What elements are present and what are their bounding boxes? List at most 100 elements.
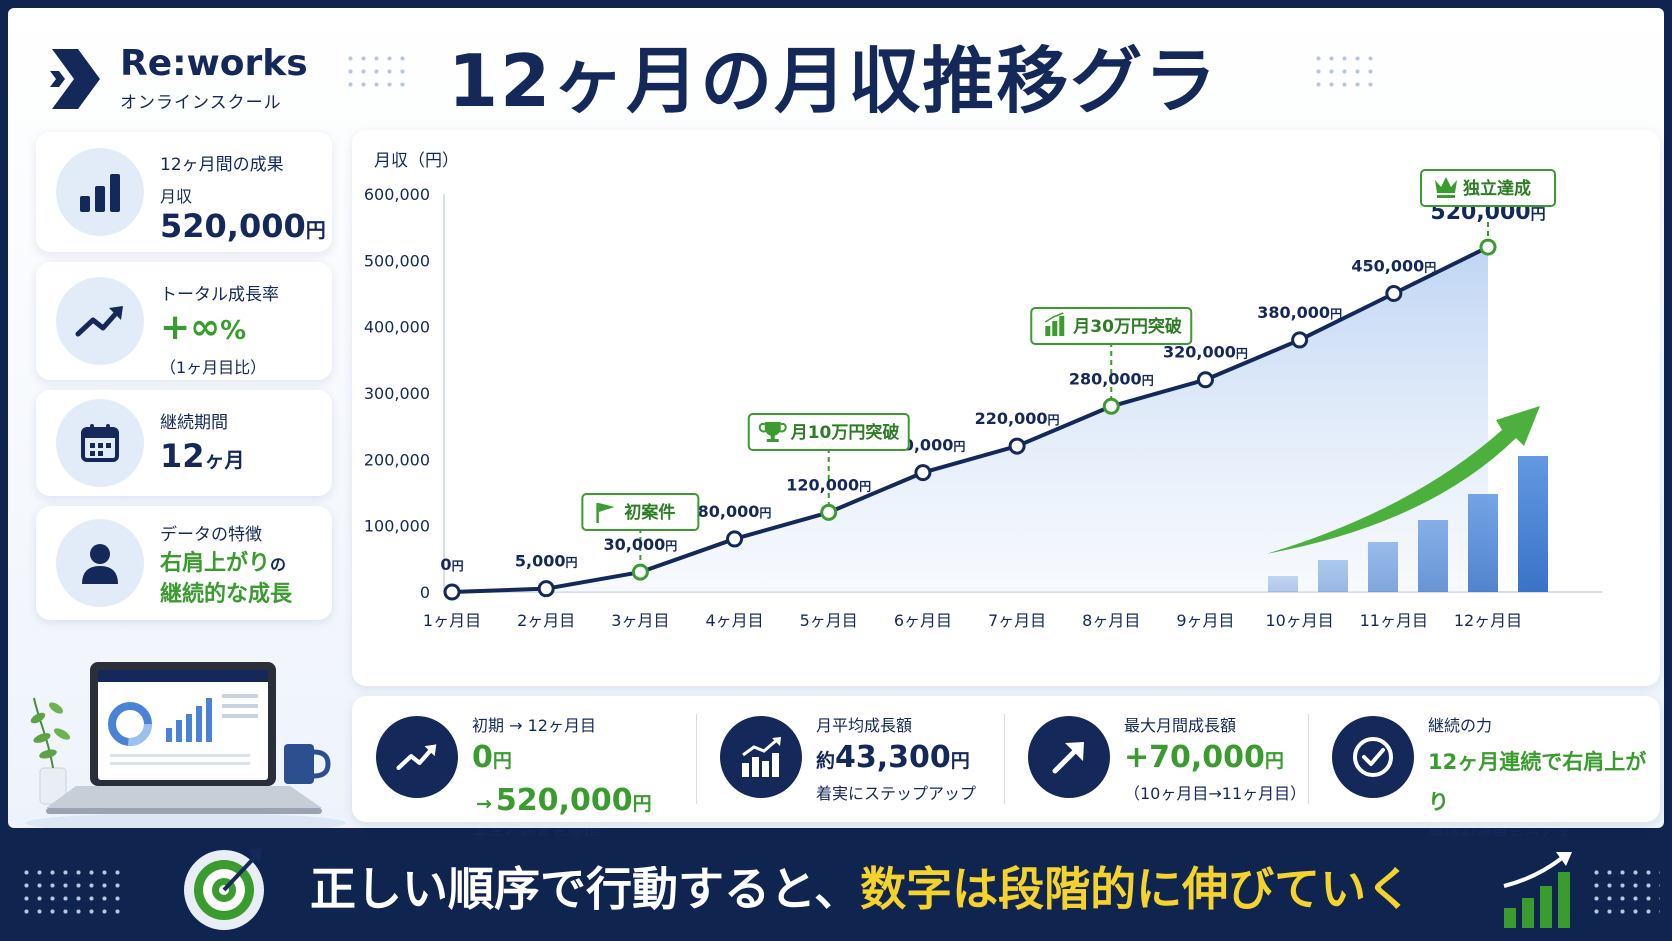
card-duration-value: 12ヶ月 <box>160 437 245 475</box>
data-point <box>1479 238 1497 256</box>
crown-icon <box>1435 177 1457 198</box>
decor-bar <box>1468 494 1498 592</box>
card-feature-line1-text: 右肩上がり <box>160 551 271 576</box>
stat-3-note: （10ヶ月目→11ヶ月目） <box>1124 784 1307 803</box>
stat-1-number: 0 <box>472 740 493 775</box>
trophy-icon <box>758 422 787 442</box>
decor-dots-footer-right <box>1590 866 1660 922</box>
data-label-value: 30,000 <box>603 535 665 554</box>
data-point <box>820 503 838 521</box>
target-icon <box>184 848 264 930</box>
brand-name: Re:works <box>120 43 308 84</box>
data-label: 450,000円 <box>1351 257 1436 276</box>
stat-2-number: 43,300 <box>835 740 951 775</box>
logo-mark-icon <box>48 48 100 109</box>
decor-bar <box>1268 576 1298 592</box>
stat-1-unit: 円 <box>492 750 512 772</box>
growth-bars-icon <box>1503 852 1572 928</box>
flag-icon <box>596 503 615 523</box>
divider <box>1004 714 1005 804</box>
data-label-unit: 円 <box>1048 413 1060 427</box>
stat-1-number2: 520,000 <box>495 783 633 818</box>
stat-3-label: 最大月間成長額 <box>1124 716 1237 735</box>
data-point <box>537 580 555 598</box>
card-feature-line1-suffix: の <box>270 555 287 574</box>
x-tick-label: 1ヶ月目 <box>423 611 481 630</box>
data-point <box>631 563 649 581</box>
decor-bar <box>1518 456 1548 592</box>
card-result-unit: 円 <box>305 218 326 242</box>
milestone-box <box>747 413 910 451</box>
plant-icon <box>30 697 71 805</box>
stat-initial-to-final: 初期 → 12ヶ月目 0円→520,000円 大きな成長を実現 <box>352 696 652 846</box>
y-axis-label: 月収（円） <box>374 151 459 171</box>
x-tick-label: 5ヶ月目 <box>800 611 858 630</box>
x-tick-label: 8ヶ月目 <box>1082 611 1140 630</box>
stat-2-note: 着実にステップアップ <box>816 784 977 803</box>
laptop-illustration <box>26 662 346 828</box>
bar-chart-icon <box>1044 312 1065 336</box>
card-duration-label: 継続期間 <box>160 413 228 433</box>
card-feature-line1: 右肩上がりの <box>160 549 292 580</box>
decor-dots-footer-left <box>20 866 126 922</box>
card-result-sub: 月収 <box>160 187 193 206</box>
data-label: 80,000円 <box>698 502 772 521</box>
decor-dots-right <box>1312 52 1376 92</box>
card-growth-value: +∞% <box>160 305 279 354</box>
card-feature-label: データの特徴 <box>160 525 262 545</box>
stat-4-value: 12ヶ月連続で右肩上がり <box>1428 750 1647 814</box>
y-tick-label: 300,000 <box>364 384 430 403</box>
card-result-label: 12ヶ月間の成果 <box>160 155 284 175</box>
data-label: 320,000円 <box>1163 343 1248 362</box>
stat-4-label: 継続の力 <box>1428 716 1493 735</box>
calendar-icon <box>56 399 144 487</box>
data-label-unit: 円 <box>1531 205 1546 223</box>
main-panel: Re:works オンラインスクール 12ヶ月の月収推移グラフ 12ヶ月間の成果… <box>8 8 1664 846</box>
data-label-unit: 円 <box>1330 307 1342 321</box>
card-result: 12ヶ月間の成果 月収 520,000円 <box>36 132 332 252</box>
trend-up-icon <box>376 716 458 798</box>
milestone-label: 月30万円突破 <box>1072 316 1182 337</box>
data-point <box>1102 397 1120 415</box>
footer-banner: 正しい順序で行動すると、数字は段階的に伸びていく <box>0 836 1672 941</box>
divider <box>1308 714 1309 804</box>
stat-2-unit: 円 <box>950 750 970 772</box>
card-duration-unit: ヶ月 <box>204 448 245 472</box>
check-circle-icon <box>1332 716 1414 798</box>
growth-bars-icon <box>720 716 802 798</box>
data-label-unit: 円 <box>859 479 871 493</box>
card-result-number: 520,000 <box>160 207 306 245</box>
card-feature: データの特徴 右肩上がりの 継続的な成長 <box>36 506 332 620</box>
stat-3-value: +70,000円 <box>1124 738 1304 781</box>
data-point <box>726 530 744 548</box>
stat-1-unit2: 円 <box>632 793 652 815</box>
decor-bar <box>1368 542 1398 592</box>
stat-3-unit: 円 <box>1264 750 1284 772</box>
x-tick-label: 3ヶ月目 <box>611 611 669 630</box>
data-point <box>1008 437 1026 455</box>
data-point <box>1385 285 1403 302</box>
data-point <box>1196 371 1214 389</box>
data-label-value: 120,000 <box>786 475 859 494</box>
bar-chart-icon <box>56 148 144 236</box>
data-label-unit: 円 <box>1142 373 1154 387</box>
x-tick-label: 11ヶ月目 <box>1360 611 1428 630</box>
y-tick-label: 400,000 <box>364 318 430 337</box>
area-fill <box>452 247 1488 593</box>
stat-2-prefix: 約 <box>816 750 836 772</box>
card-result-value: 520,000円 <box>160 207 326 245</box>
decor-dots-left <box>344 52 408 92</box>
y-tick-label: 100,000 <box>364 517 430 536</box>
footer-text-highlight: 数字は段階的に伸びていく <box>860 862 1413 916</box>
card-growth-unit: % <box>220 316 247 346</box>
milestone-box <box>1030 307 1193 345</box>
milestone-box <box>581 493 700 531</box>
data-label-value: 320,000 <box>1163 343 1236 362</box>
data-label-unit: 円 <box>759 506 771 520</box>
stat-1-label: 初期 → 12ヶ月目 <box>472 716 596 735</box>
data-label-value: 280,000 <box>1069 369 1142 388</box>
y-tick-label: 500,000 <box>364 251 430 270</box>
data-label-value: 5,000 <box>515 552 566 571</box>
y-tick-label: 0 <box>420 583 430 602</box>
brand-logo: Re:works オンラインスクール <box>48 44 308 113</box>
